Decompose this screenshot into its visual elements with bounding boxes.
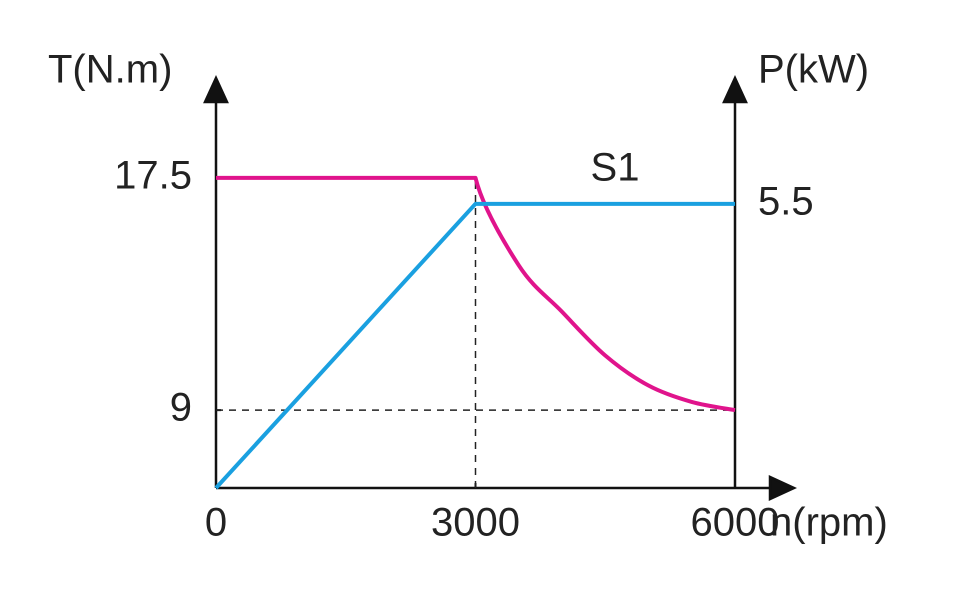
x-tick-label: 3000 <box>431 501 520 545</box>
y-axis-title: T(N.m) <box>48 48 172 92</box>
x-axis-arrow <box>768 475 798 501</box>
x-axis-title: n(rpm) <box>770 501 888 545</box>
y2-axis-title: P(kW) <box>758 48 869 92</box>
y-tick-label: 17.5 <box>114 153 192 197</box>
y2-axis-arrow <box>722 74 748 104</box>
x-tick-label: 6000 <box>691 501 780 545</box>
series-line <box>214 201 735 490</box>
y2-tick-label: 5.5 <box>758 179 814 223</box>
annotation: S1 <box>591 146 640 190</box>
series-line <box>216 175 736 413</box>
y-axis-arrow <box>203 74 229 104</box>
axes <box>203 74 798 501</box>
y-tick-label: 9 <box>170 386 192 430</box>
x-tick-label: 0 <box>205 501 227 545</box>
